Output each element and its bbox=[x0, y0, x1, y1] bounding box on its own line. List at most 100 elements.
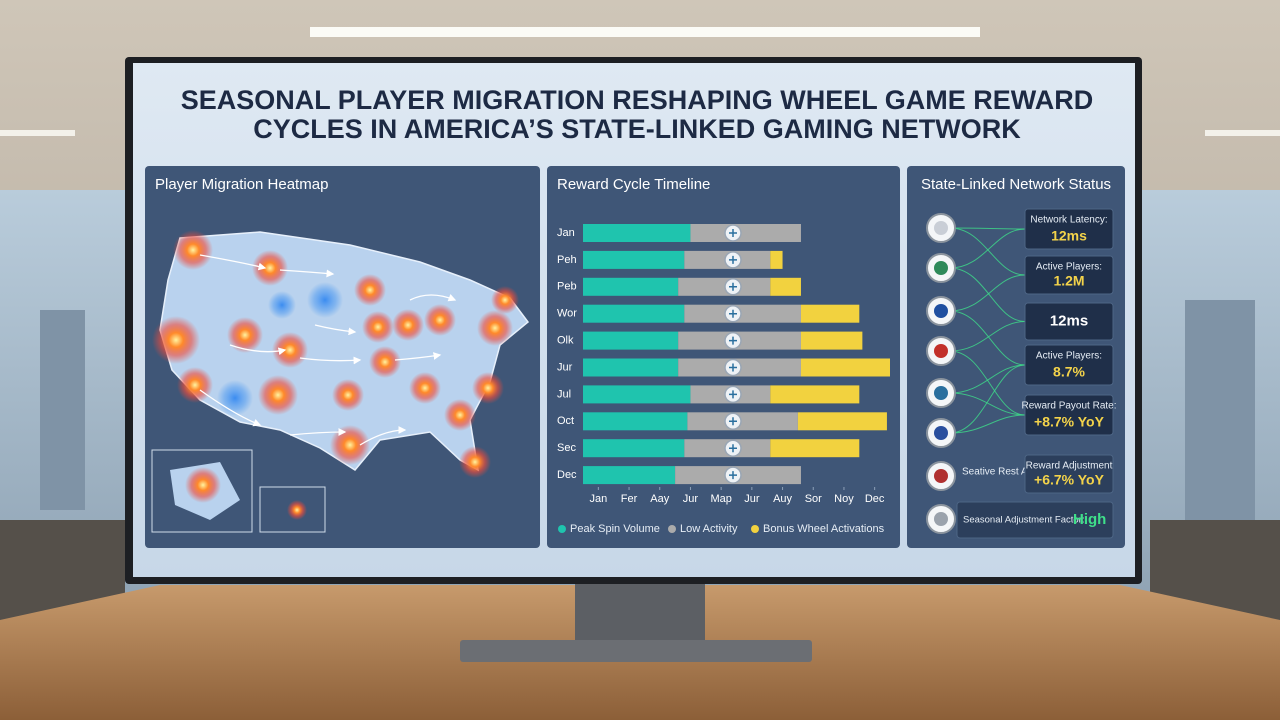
state-badge-emblem bbox=[934, 469, 948, 483]
building bbox=[40, 310, 85, 510]
bar-segment bbox=[770, 439, 860, 458]
link-line bbox=[949, 364, 1026, 434]
link-line bbox=[949, 227, 1026, 276]
x-tick-label: Dec bbox=[865, 493, 885, 505]
bar-segment bbox=[583, 224, 691, 242]
status-label: Reward Payout Rate: bbox=[1021, 401, 1116, 412]
y-tick-label: Sec bbox=[557, 442, 576, 454]
status-value: 1.2M bbox=[1053, 273, 1084, 289]
wheel-icon-mark bbox=[729, 471, 737, 480]
state-badge-emblem bbox=[934, 221, 948, 235]
bar-segment bbox=[583, 385, 691, 404]
bar-segment bbox=[583, 250, 685, 269]
wheel-icon-mark bbox=[729, 309, 737, 318]
status-box bbox=[1024, 454, 1114, 494]
status-label: Network Latency: bbox=[1030, 215, 1107, 226]
wheel-icon-mark bbox=[729, 444, 737, 453]
legend-label: Low Activity bbox=[680, 523, 738, 535]
status-value: +8.7% YoY bbox=[1034, 414, 1105, 430]
hotspot bbox=[392, 309, 424, 341]
monitor-stand bbox=[575, 580, 705, 645]
panel-title: State-Linked Network Status bbox=[921, 176, 1111, 193]
status-label: Seasonal Adjustment Factor: bbox=[963, 515, 1084, 526]
x-tick-label: Aay bbox=[650, 493, 669, 505]
x-tick-label: Fer bbox=[621, 493, 638, 505]
coldspot bbox=[217, 380, 253, 416]
wall-light bbox=[1205, 130, 1280, 136]
x-tick-label: Auy bbox=[773, 493, 792, 505]
bar-segment bbox=[684, 304, 801, 323]
x-tick-label: Map bbox=[710, 493, 731, 505]
wheel-icon-mark bbox=[729, 255, 737, 264]
legend-swatch bbox=[668, 525, 676, 533]
panel-title: Reward Cycle Timeline bbox=[557, 176, 710, 193]
y-tick-label: Jan bbox=[557, 227, 575, 239]
status-box bbox=[1024, 394, 1114, 436]
link-line bbox=[949, 228, 1026, 269]
x-tick-label: Jur bbox=[744, 493, 760, 505]
wheel-icon-mark bbox=[729, 282, 737, 291]
hotspot bbox=[459, 446, 491, 478]
wheel-icon-mark bbox=[729, 229, 737, 237]
hotspot bbox=[227, 317, 263, 353]
link-line bbox=[949, 267, 1026, 322]
status-box bbox=[1024, 208, 1114, 250]
hotspot bbox=[354, 274, 386, 306]
state-badge-emblem bbox=[934, 344, 948, 358]
bar-segment bbox=[770, 277, 801, 296]
wheel-icon-mark bbox=[729, 363, 737, 372]
status-value: 12ms bbox=[1050, 312, 1088, 329]
bar-segment bbox=[687, 412, 798, 431]
status-value: 8.7% bbox=[1053, 364, 1085, 380]
wheel-icon-mark bbox=[729, 390, 737, 399]
x-tick-label: Jan bbox=[589, 493, 607, 505]
heatmap-panel: Player Migration Heatmap bbox=[145, 166, 540, 548]
bar-segment bbox=[690, 224, 801, 242]
side-label: Seative Rest Action: bbox=[962, 467, 1052, 478]
state-badge-emblem bbox=[934, 304, 948, 318]
y-tick-label: Peh bbox=[557, 254, 577, 266]
status-value: High bbox=[1073, 511, 1106, 528]
bar-segment bbox=[770, 250, 783, 269]
migration-arrows bbox=[199, 254, 457, 446]
bar-segment bbox=[583, 331, 679, 350]
legend-label: Peak Spin Volume bbox=[570, 523, 660, 535]
status-box bbox=[1024, 255, 1114, 295]
hotspot bbox=[491, 286, 519, 314]
ceiling-light bbox=[310, 27, 980, 37]
coldspot bbox=[268, 291, 296, 319]
state-badge-emblem bbox=[934, 386, 948, 400]
hotspot bbox=[472, 372, 504, 404]
state-badge-emblem bbox=[934, 512, 948, 526]
bar-segment bbox=[583, 304, 685, 323]
bar-segment bbox=[583, 412, 688, 431]
link-line bbox=[949, 227, 1026, 230]
coldspot bbox=[307, 282, 343, 318]
status-label: Reward Adjustment bbox=[1026, 461, 1113, 472]
y-tick-label: Jur bbox=[557, 361, 573, 373]
status-label: Active Players: bbox=[1036, 351, 1102, 362]
bar-segment bbox=[770, 385, 860, 404]
hotspot bbox=[424, 304, 456, 336]
alaska-inset bbox=[151, 449, 253, 533]
status-value: +6.7% YoY bbox=[1034, 472, 1105, 488]
link-line bbox=[949, 364, 1026, 394]
x-tick-label: Sor bbox=[805, 493, 822, 505]
title-line: SEASONAL PLAYER MIGRATION RESHAPING WHEE… bbox=[181, 85, 1094, 115]
bar-segment bbox=[583, 466, 676, 485]
status-box bbox=[956, 501, 1114, 539]
hawaii-inset bbox=[259, 486, 326, 533]
state-badge-emblem bbox=[934, 261, 948, 275]
panel bbox=[547, 166, 900, 548]
link-line bbox=[949, 310, 1026, 366]
status-box bbox=[1024, 344, 1114, 386]
hotspot bbox=[409, 372, 441, 404]
state-badge-emblem bbox=[934, 426, 948, 440]
panel-title: Player Migration Heatmap bbox=[155, 176, 328, 193]
hotspot bbox=[185, 467, 221, 503]
wheel-icon-mark bbox=[729, 336, 737, 345]
hotspot bbox=[330, 425, 370, 465]
hotspot bbox=[362, 311, 394, 343]
legend-swatch bbox=[558, 525, 566, 533]
